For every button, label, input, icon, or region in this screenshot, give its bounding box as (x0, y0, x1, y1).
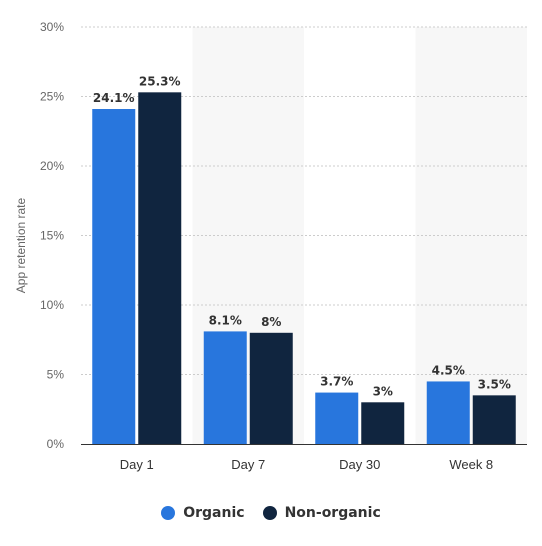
y-tick-label: 20% (40, 159, 64, 173)
data-label: 3.7% (320, 375, 353, 389)
y-tick-label: 15% (40, 229, 64, 243)
data-label: 8% (261, 315, 281, 329)
legend-item-organic[interactable]: Organic (161, 505, 245, 521)
legend-label-non-organic: Non-organic (284, 505, 381, 521)
x-axis-ticks: Day 1 Day 7 Day 30 Week 8 (120, 457, 493, 472)
y-tick-label: 25% (40, 90, 64, 104)
data-label: 4.5% (432, 363, 465, 377)
x-tick-label: Day 7 (231, 457, 265, 472)
legend-swatch-organic (161, 506, 176, 520)
bar-organic-day-7[interactable] (203, 331, 247, 444)
y-tick-label: 5% (47, 368, 65, 382)
legend-label-organic: Organic (183, 505, 245, 521)
legend-swatch-non-organic (262, 506, 277, 520)
y-tick-label: 30% (40, 20, 64, 34)
data-label: 8.1% (209, 313, 242, 327)
bar-organic-day-1[interactable] (92, 109, 136, 444)
bar-non-organic-day-7[interactable] (249, 332, 293, 444)
chart-canvas: 0% 5% 10% 15% 20% 25% 30% 24.1% 25.3% 8.1% 8% 3.7%… (14, 20, 527, 472)
data-labels: 24.1% 25.3% 8.1% 8% 3.7% 3% 4.5% 3.5% (93, 74, 511, 398)
y-axis-ticks: 0% 5% 10% 15% 20% 25% 30% (40, 20, 64, 451)
legend-item-non-organic[interactable]: Non-organic (262, 505, 381, 521)
y-axis-title: App retention rate (14, 197, 28, 293)
bar-non-organic-day-30[interactable] (361, 402, 405, 444)
bar-organic-day-30[interactable] (315, 392, 359, 444)
y-tick-label: 0% (47, 437, 65, 451)
legend: Organic Non-organic (0, 505, 542, 521)
data-label: 3.5% (478, 377, 511, 391)
data-label: 25.3% (139, 74, 181, 88)
data-label: 3% (373, 384, 393, 398)
bar-non-organic-week-8[interactable] (472, 395, 516, 444)
x-tick-label: Day 1 (120, 457, 154, 472)
y-tick-label: 10% (40, 298, 64, 312)
x-tick-label: Day 30 (339, 457, 380, 472)
bar-non-organic-day-1[interactable] (138, 92, 182, 444)
bars (92, 92, 516, 444)
x-tick-label: Week 8 (449, 457, 493, 472)
bar-organic-week-8[interactable] (426, 381, 470, 444)
data-label: 24.1% (93, 91, 135, 105)
